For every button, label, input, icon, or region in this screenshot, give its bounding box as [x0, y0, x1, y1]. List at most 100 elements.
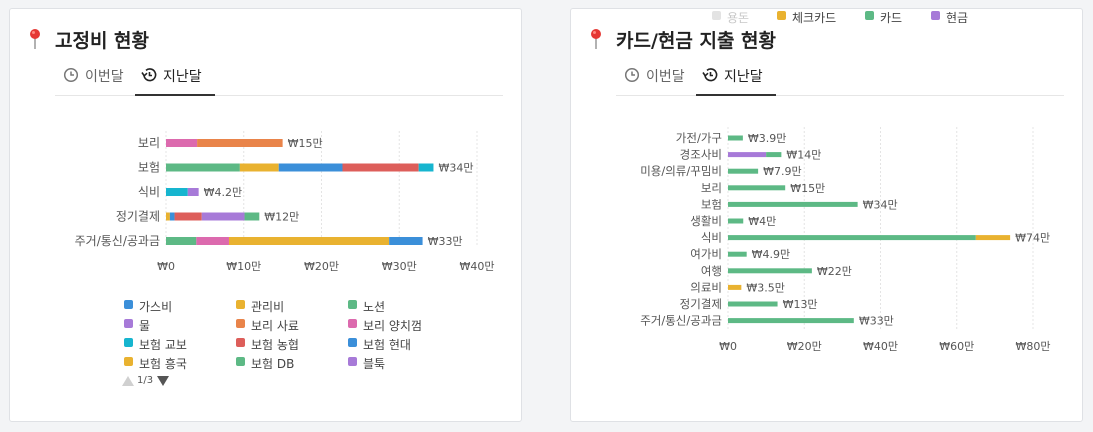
bar-total-label: ₩34만 — [863, 198, 898, 211]
legend-swatch — [348, 357, 357, 366]
legend-label: 보험 흥국 — [139, 357, 187, 371]
legend-label: 관리비 — [251, 300, 285, 314]
bar-segment — [166, 212, 170, 221]
bar-total-label: ₩12만 — [264, 211, 299, 224]
card-cash-spend-card: 카드/현금 지출 현황 이번달 지난달 ₩0 ₩20만 ₩40만 ₩60만 ₩80만 가전… — [570, 8, 1083, 422]
bar-total-label: ₩7.9만 — [763, 165, 802, 178]
legend-swatch — [236, 319, 245, 328]
tab-bar: 이번달 지난달 — [55, 65, 503, 96]
legend-label: 용돈 — [727, 11, 750, 25]
legend-swatch — [348, 319, 357, 328]
bar-segment — [278, 163, 343, 172]
bar-total-label: ₩4.2만 — [204, 186, 243, 199]
bar-segment — [728, 168, 759, 174]
clock-icon — [624, 67, 640, 83]
bar-segment — [187, 188, 199, 196]
legend-swatch — [348, 300, 357, 309]
history-icon — [702, 68, 718, 82]
legend-pager: 1/3 — [122, 374, 182, 388]
bar-segment — [728, 251, 747, 257]
y-category-label: 정기결제 — [680, 297, 722, 311]
bar-segment — [418, 163, 434, 172]
bar-segment — [389, 237, 423, 245]
pin-icon — [30, 29, 40, 49]
bar-total-label: ₩74만 — [1015, 232, 1050, 245]
legend-label: 보리 사료 — [251, 319, 299, 333]
bar-segment — [728, 135, 743, 141]
legend-label: 현금 — [946, 11, 969, 25]
page-down-icon[interactable] — [157, 376, 169, 386]
legend-label: 보험 교보 — [139, 338, 187, 352]
bar-segment — [166, 139, 198, 147]
bar-segment — [228, 237, 390, 245]
legend-swatch — [124, 319, 133, 328]
pin-icon — [591, 29, 601, 49]
history-icon — [141, 68, 157, 82]
legend-swatch — [348, 338, 357, 347]
legend-swatch — [712, 11, 721, 20]
bar-segment — [975, 235, 1011, 241]
legend-swatch — [777, 11, 786, 20]
legend-label: 노션 — [363, 300, 386, 314]
y-category-label: 여행 — [701, 264, 722, 278]
tab-label: 지난달 — [724, 69, 763, 85]
legend-label: 물 — [139, 319, 151, 333]
title-text: 고정비 현황 — [55, 30, 150, 52]
bar-segment — [728, 284, 742, 290]
bar-segment — [244, 212, 260, 221]
legend-label: 체크카드 — [792, 11, 837, 25]
y-category-label: 주거/통신/공과금 — [75, 234, 160, 248]
bar-segment — [166, 237, 197, 245]
x-tick-label: ₩30만 — [382, 260, 417, 273]
bar-segment — [196, 237, 229, 245]
tab-label: 이번달 — [646, 69, 685, 85]
bar-total-label: ₩4만 — [748, 215, 776, 228]
bar-segment — [728, 235, 976, 241]
tab-label: 이번달 — [85, 69, 124, 85]
x-tick-label: ₩20만 — [304, 260, 339, 273]
legend-swatch — [124, 300, 133, 309]
bar-total-label: ₩15만 — [790, 182, 825, 195]
fixed-cost-card: 고정비 현황 이번달 지난달 ₩0 ₩10만 ₩20만 ₩30만 ₩40만 보리 ₩15만 보… — [9, 8, 522, 422]
page-up-icon[interactable] — [122, 376, 134, 386]
bar-segment — [166, 163, 240, 172]
legend-swatch — [124, 338, 133, 347]
y-category-label: 의료비 — [690, 280, 722, 294]
legend-label: 보리 양치껌 — [363, 319, 423, 333]
legend-swatch — [236, 338, 245, 347]
bar-segment — [766, 152, 782, 158]
y-category-label: 생활비 — [690, 214, 722, 228]
legend-label: 보험 농협 — [251, 338, 299, 352]
bar-segment — [728, 268, 812, 274]
legend-label: 블툭 — [363, 357, 386, 371]
bar-total-label: ₩33만 — [428, 235, 463, 248]
x-tick-label: ₩40만 — [863, 340, 898, 353]
tab-last-month[interactable]: 지난달 — [696, 65, 776, 96]
bar-total-label: ₩4.9만 — [752, 248, 791, 261]
bar-total-label: ₩3.5만 — [746, 281, 785, 294]
legend-swatch — [236, 357, 245, 366]
bar-segment — [239, 163, 279, 172]
bar-total-label: ₩14만 — [786, 149, 821, 162]
bar-segment — [728, 152, 767, 158]
tab-last-month[interactable]: 지난달 — [135, 65, 215, 96]
x-tick-label: ₩80만 — [1016, 340, 1051, 353]
bar-segment — [728, 301, 778, 307]
y-category-label: 주거/통신/공과금 — [640, 314, 722, 328]
y-category-label: 보리 — [138, 136, 160, 150]
legend-swatch — [931, 11, 940, 20]
bar-segment — [728, 318, 854, 324]
bar-segment — [169, 212, 175, 221]
y-category-label: 미용/의류/꾸밈비 — [640, 164, 722, 178]
y-category-label: 보리 — [701, 181, 722, 195]
legend-label: 가스비 — [139, 300, 173, 314]
clock-icon — [63, 67, 79, 83]
bar-segment — [342, 163, 419, 172]
bar-segment — [201, 212, 245, 221]
legend-label: 보험 DB — [251, 357, 295, 371]
bar-segment — [197, 139, 283, 147]
bar-segment — [174, 212, 202, 221]
y-category-label: 가전/가구 — [676, 131, 722, 145]
